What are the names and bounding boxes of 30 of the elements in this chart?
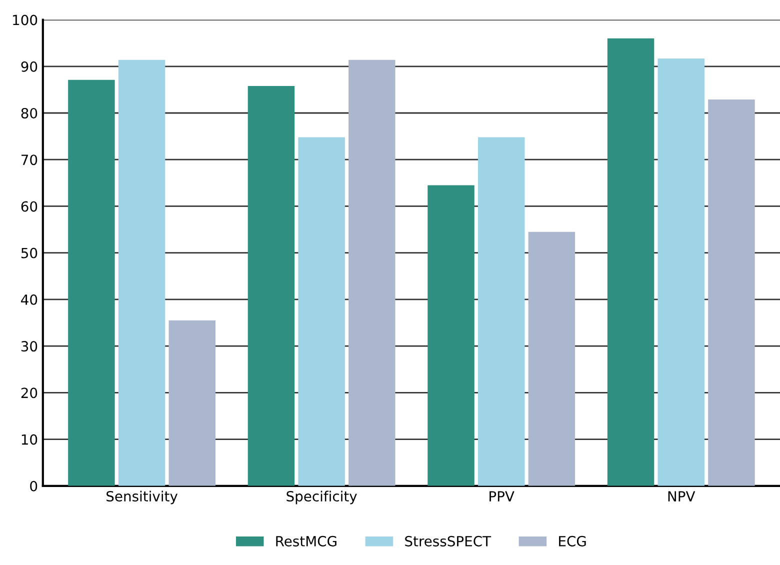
bar [68, 80, 115, 486]
legend-label: ECG [559, 536, 586, 546]
bar [607, 38, 654, 486]
y-tick-label: 10 [22, 434, 38, 445]
y-tick-label: 0 [30, 480, 38, 492]
bar [658, 58, 704, 486]
y-tick-label: 70 [22, 154, 38, 166]
y-tick-label: 100 [13, 14, 38, 26]
bar [168, 320, 216, 486]
legend-label: RestMCG [276, 536, 336, 546]
legend-label: StressSPECT [405, 536, 492, 546]
bar [348, 60, 396, 486]
bar [708, 99, 755, 486]
x-tick-label: Sensitivity [106, 490, 178, 504]
x-tick-label: NPV [668, 491, 696, 502]
y-tick-label: 20 [21, 388, 38, 398]
x-tick-label: PPV [490, 491, 514, 502]
y-tick-label: 30 [21, 341, 38, 352]
bar [118, 60, 166, 486]
y-tick-label: 60 [21, 201, 38, 212]
y-tick-label: 50 [21, 248, 38, 258]
x-tick-label: Specificity [286, 490, 357, 504]
y-tick-label: 90 [21, 61, 38, 72]
bar [298, 137, 345, 486]
y-tick-label: 40 [21, 294, 38, 305]
y-tick-label: 80 [21, 108, 38, 118]
bar [478, 137, 525, 486]
bar [428, 185, 474, 486]
bar [248, 86, 295, 486]
bar [528, 232, 576, 486]
